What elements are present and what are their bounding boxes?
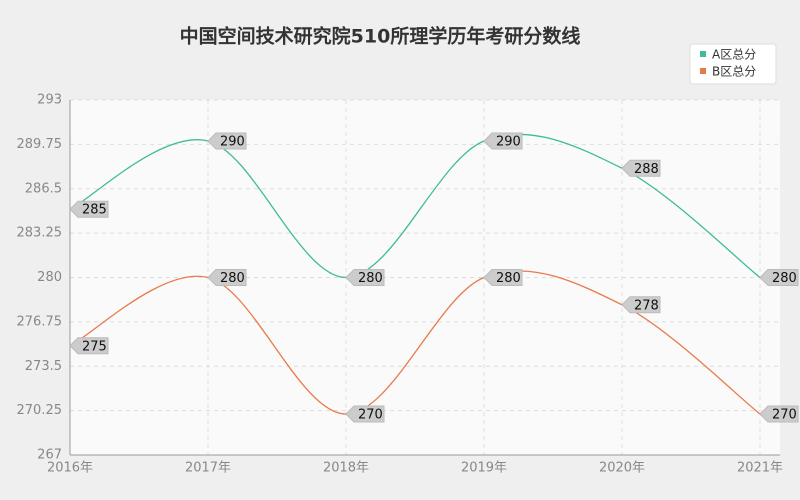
- y-tick-label: 267: [37, 448, 62, 463]
- x-tick-label: 2021年: [737, 461, 783, 476]
- value-label: 280: [496, 271, 521, 286]
- y-tick-label: 273.5: [25, 359, 62, 374]
- value-label-bg: [483, 269, 523, 286]
- x-tick-label: 2018年: [323, 461, 369, 476]
- value-label: 290: [220, 134, 245, 149]
- y-tick-label: 283.25: [17, 226, 63, 241]
- value-label: 288: [634, 162, 659, 177]
- x-tick-label: 2020年: [599, 461, 645, 476]
- legend-box: [689, 43, 777, 85]
- y-tick-label: 289.75: [17, 137, 63, 152]
- y-tick-label: 276.75: [17, 314, 63, 329]
- value-label: 280: [772, 271, 797, 286]
- value-label-bg: [621, 296, 661, 314]
- value-label-bg: [621, 159, 661, 177]
- value-label-bg: [207, 132, 247, 150]
- legend-swatch: [700, 68, 706, 74]
- chart-title: 中国空间技术研究院510所理学历年考研分数线: [180, 25, 581, 48]
- value-label-bg: [69, 200, 109, 218]
- value-label: 278: [634, 298, 659, 313]
- legend-label: A区总分: [712, 48, 756, 62]
- x-tick-label: 2017年: [185, 461, 231, 476]
- value-label-bg: [759, 269, 799, 286]
- value-label: 280: [358, 271, 383, 286]
- value-label: 280: [220, 271, 245, 286]
- y-tick-label: 270.25: [17, 403, 63, 418]
- value-label: 270: [358, 408, 383, 423]
- value-label-bg: [483, 132, 523, 150]
- value-label-bg: [207, 269, 247, 286]
- legend-label: B区总分: [712, 65, 756, 79]
- value-label: 270: [772, 408, 797, 423]
- value-label-bg: [345, 405, 385, 423]
- y-tick-label: 293: [37, 93, 62, 108]
- x-tick-label: 2019年: [461, 461, 507, 476]
- y-tick-label: 286.5: [25, 181, 62, 196]
- legend-swatch: [700, 51, 706, 57]
- x-tick-label: 2016年: [47, 461, 93, 476]
- value-label: 285: [82, 203, 107, 218]
- y-tick-label: 280: [37, 270, 62, 285]
- value-label-bg: [345, 269, 385, 286]
- value-label-bg: [69, 337, 109, 355]
- value-label: 290: [496, 134, 521, 149]
- value-label-bg: [759, 405, 799, 423]
- value-label: 275: [82, 339, 107, 354]
